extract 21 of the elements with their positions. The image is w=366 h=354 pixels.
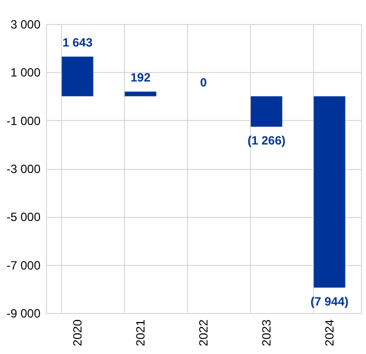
- data-label: 1 643: [62, 36, 93, 50]
- y-tick-label: -5 000: [6, 210, 41, 224]
- y-tick-label: -9 000: [6, 306, 41, 320]
- y-tick-label: -7 000: [6, 258, 41, 272]
- bar: [62, 56, 94, 96]
- data-label: (1 266): [247, 134, 286, 148]
- data-label: 192: [130, 70, 151, 85]
- y-tick-label: 3 000: [10, 18, 41, 32]
- bar: [314, 96, 346, 288]
- y-tick-label: 1 000: [10, 66, 41, 80]
- bar: [250, 96, 282, 127]
- x-tick-label: 2020: [70, 319, 84, 346]
- data-label: (7 944): [310, 294, 349, 309]
- x-tick-label: 2021: [134, 319, 148, 346]
- y-tick-label: -3 000: [6, 162, 41, 176]
- x-tick-label: 2022: [196, 319, 210, 346]
- bar: [124, 92, 156, 96]
- x-tick-label: 2023: [260, 319, 274, 346]
- data-label: 0: [200, 75, 208, 90]
- x-tick-label: 2024: [322, 319, 336, 346]
- y-tick-label: -1 000: [6, 114, 41, 128]
